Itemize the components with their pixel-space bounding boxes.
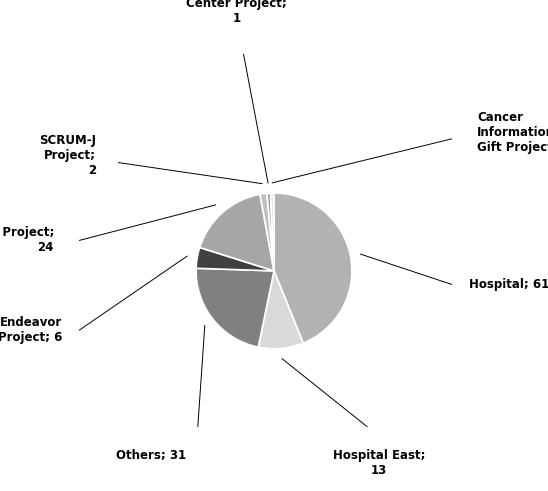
Text: Hospital East;
13: Hospital East; 13	[333, 449, 425, 477]
Text: Cancer
Information
Gift Project; 1: Cancer Information Gift Project; 1	[477, 110, 548, 154]
Text: SCRUM-J
Project;
2: SCRUM-J Project; 2	[39, 134, 96, 177]
Text: Others; 31: Others; 31	[116, 449, 186, 462]
Wedge shape	[267, 193, 274, 271]
Wedge shape	[199, 194, 274, 271]
Text: NEXT  Project;
24: NEXT Project; 24	[0, 226, 54, 254]
Wedge shape	[196, 268, 274, 347]
Wedge shape	[258, 271, 303, 349]
Wedge shape	[274, 193, 352, 343]
Wedge shape	[260, 193, 274, 271]
Text: Supportive
Care
Development
Center Project;
1: Supportive Care Development Center Proje…	[186, 0, 287, 26]
Wedge shape	[271, 193, 274, 271]
Text: Endeavor
Project; 6: Endeavor Project; 6	[0, 316, 62, 344]
Text: Hospital; 61: Hospital; 61	[469, 278, 548, 291]
Wedge shape	[196, 247, 274, 271]
